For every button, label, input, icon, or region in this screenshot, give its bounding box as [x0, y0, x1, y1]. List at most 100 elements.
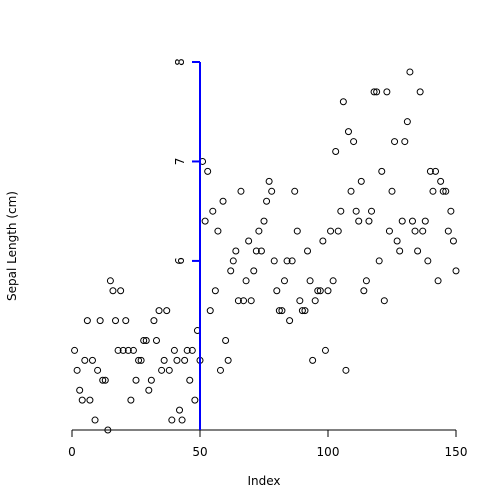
data-point — [357, 177, 365, 185]
data-point — [421, 217, 429, 225]
data-point — [273, 287, 281, 295]
data-point — [283, 257, 291, 265]
data-point — [275, 307, 283, 315]
data-point — [365, 217, 373, 225]
data-point — [373, 88, 381, 96]
data-point — [270, 257, 278, 265]
data-point — [362, 277, 370, 285]
data-point — [398, 217, 406, 225]
data-point — [347, 187, 355, 195]
data-point — [306, 277, 314, 285]
data-point — [385, 227, 393, 235]
x-tick-label: 150 — [445, 445, 468, 459]
data-point — [112, 317, 120, 325]
x-tick-label: 100 — [317, 445, 340, 459]
data-point — [88, 356, 96, 364]
data-point — [91, 416, 99, 424]
data-point — [132, 376, 140, 384]
data-point — [378, 167, 386, 175]
data-point — [78, 396, 86, 404]
data-point — [342, 366, 350, 374]
data-point — [124, 346, 132, 354]
data-point — [83, 317, 91, 325]
data-point — [442, 187, 450, 195]
data-point — [414, 247, 422, 255]
data-point — [439, 187, 447, 195]
data-point — [178, 416, 186, 424]
data-point — [227, 267, 235, 275]
points-layer — [71, 68, 460, 434]
data-point — [81, 356, 89, 364]
x-axis-ticks: 0 50 100 150 — [68, 430, 467, 459]
data-point — [411, 227, 419, 235]
data-point — [165, 366, 173, 374]
data-point — [301, 307, 309, 315]
data-point — [316, 287, 324, 295]
data-point — [311, 297, 319, 305]
data-point — [447, 207, 455, 215]
data-point — [408, 217, 416, 225]
data-point — [298, 307, 306, 315]
data-point — [99, 376, 107, 384]
data-point — [360, 287, 368, 295]
data-point — [234, 297, 242, 305]
data-point — [86, 396, 94, 404]
data-point — [73, 366, 81, 374]
data-point — [278, 307, 286, 315]
data-point — [452, 267, 460, 275]
data-point — [147, 376, 155, 384]
data-point — [94, 366, 102, 374]
data-point — [368, 207, 376, 215]
data-point — [127, 396, 135, 404]
data-point — [268, 187, 276, 195]
data-point — [370, 88, 378, 96]
data-point — [437, 177, 445, 185]
data-point — [429, 187, 437, 195]
data-point — [176, 406, 184, 414]
data-point — [339, 98, 347, 106]
data-point — [137, 356, 145, 364]
data-point — [186, 376, 194, 384]
data-point — [375, 257, 383, 265]
data-point — [416, 88, 424, 96]
data-point — [444, 227, 452, 235]
data-point — [247, 297, 255, 305]
data-point — [237, 187, 245, 195]
data-point — [286, 317, 294, 325]
data-point — [129, 346, 137, 354]
y-tick-label: 6 — [173, 257, 187, 265]
x-tick-label: 50 — [192, 445, 207, 459]
data-point — [449, 237, 457, 245]
data-point — [401, 138, 409, 146]
data-point — [219, 197, 227, 205]
data-point — [393, 237, 401, 245]
data-point — [170, 346, 178, 354]
data-point — [332, 148, 340, 156]
data-point — [304, 247, 312, 255]
data-point — [206, 307, 214, 315]
data-point — [173, 356, 181, 364]
data-point — [101, 376, 109, 384]
data-point — [119, 346, 127, 354]
data-point — [329, 277, 337, 285]
data-point — [355, 217, 363, 225]
data-point — [135, 356, 143, 364]
data-point — [229, 257, 237, 265]
data-point — [288, 257, 296, 265]
data-point — [96, 317, 104, 325]
data-point — [403, 118, 411, 126]
data-point — [140, 336, 148, 344]
data-point — [432, 167, 440, 175]
data-point — [76, 386, 84, 394]
data-point — [388, 187, 396, 195]
data-point — [122, 317, 130, 325]
data-point — [337, 207, 345, 215]
y-axis-title: Sepal Length (cm) — [5, 191, 19, 301]
data-point — [434, 277, 442, 285]
data-point — [232, 247, 240, 255]
data-point — [309, 356, 317, 364]
data-point — [280, 277, 288, 285]
data-point — [191, 396, 199, 404]
data-point — [71, 346, 79, 354]
data-point — [324, 287, 332, 295]
